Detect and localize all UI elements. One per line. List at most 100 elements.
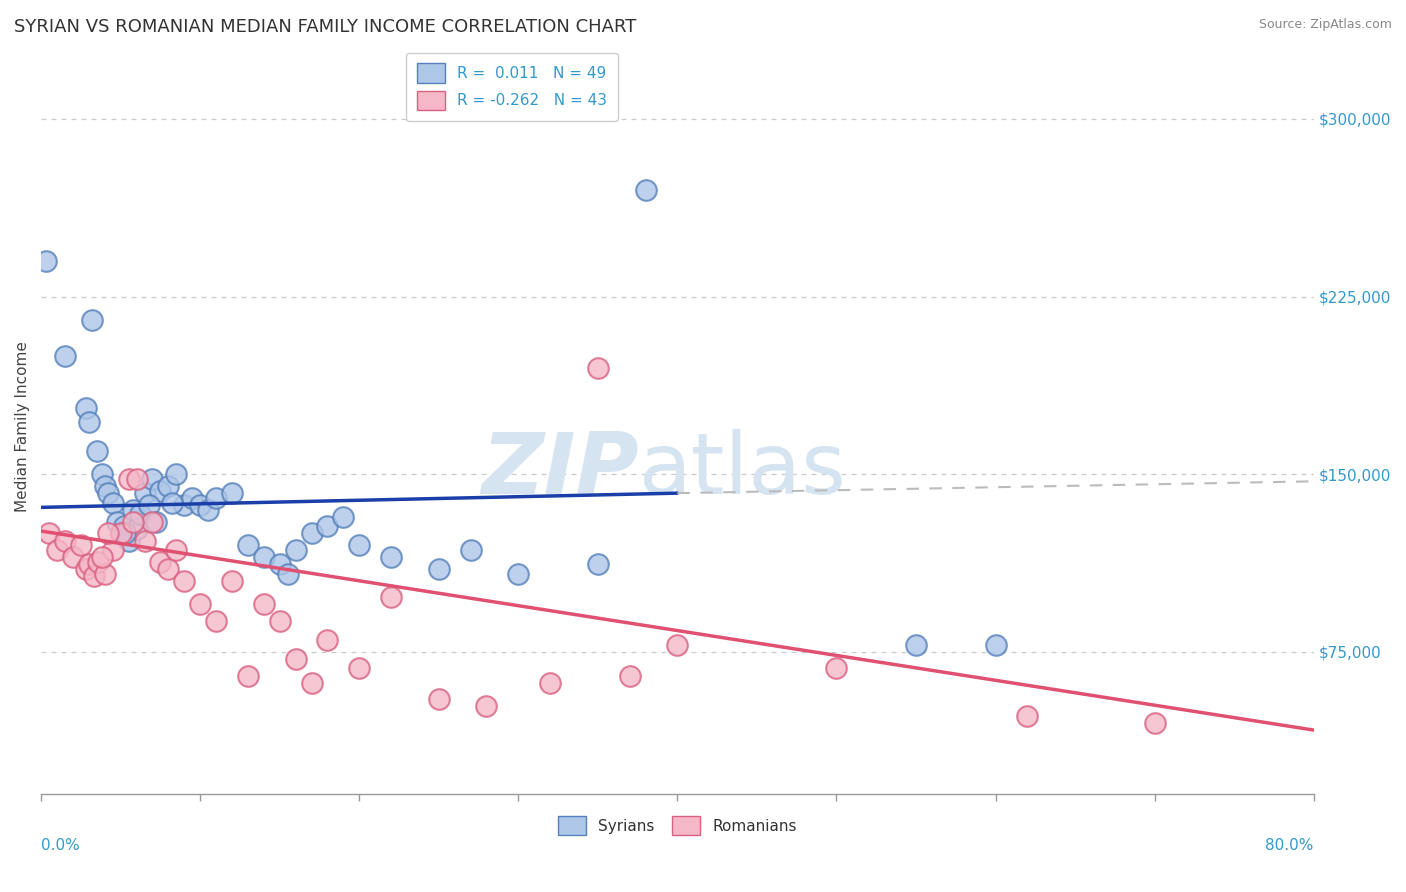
Point bbox=[508, 566, 530, 581]
Point bbox=[475, 699, 498, 714]
Point bbox=[83, 569, 105, 583]
Point bbox=[75, 401, 97, 415]
Point bbox=[110, 526, 132, 541]
Point bbox=[101, 495, 124, 509]
Point bbox=[269, 614, 291, 628]
Point bbox=[349, 661, 371, 675]
Text: Source: ZipAtlas.com: Source: ZipAtlas.com bbox=[1258, 18, 1392, 31]
Text: SYRIAN VS ROMANIAN MEDIAN FAMILY INCOME CORRELATION CHART: SYRIAN VS ROMANIAN MEDIAN FAMILY INCOME … bbox=[14, 18, 637, 36]
Point bbox=[984, 638, 1007, 652]
Point bbox=[93, 479, 115, 493]
Point bbox=[145, 515, 167, 529]
Point bbox=[53, 533, 76, 548]
Point bbox=[181, 491, 204, 505]
Point bbox=[149, 483, 172, 498]
Point bbox=[125, 472, 148, 486]
Point bbox=[666, 638, 689, 652]
Point bbox=[586, 558, 609, 572]
Point bbox=[205, 614, 228, 628]
Point bbox=[332, 509, 354, 524]
Point bbox=[157, 479, 180, 493]
Point bbox=[173, 574, 195, 588]
Text: 80.0%: 80.0% bbox=[1265, 838, 1313, 853]
Point bbox=[904, 638, 927, 652]
Point bbox=[87, 555, 110, 569]
Point bbox=[93, 566, 115, 581]
Point bbox=[205, 491, 228, 505]
Point bbox=[62, 550, 84, 565]
Point bbox=[301, 675, 323, 690]
Point bbox=[97, 486, 120, 500]
Point bbox=[97, 526, 120, 541]
Text: atlas: atlas bbox=[640, 429, 848, 512]
Point bbox=[70, 538, 93, 552]
Point bbox=[188, 598, 211, 612]
Point bbox=[316, 519, 339, 533]
Point bbox=[134, 486, 156, 500]
Point bbox=[253, 550, 276, 565]
Point bbox=[269, 558, 291, 572]
Point bbox=[619, 668, 641, 682]
Point bbox=[221, 486, 243, 500]
Point bbox=[80, 313, 103, 327]
Point bbox=[634, 183, 657, 197]
Point bbox=[77, 558, 100, 572]
Point bbox=[277, 566, 299, 581]
Text: 0.0%: 0.0% bbox=[41, 838, 80, 853]
Point bbox=[301, 526, 323, 541]
Point bbox=[380, 550, 402, 565]
Point bbox=[90, 550, 112, 565]
Point bbox=[157, 562, 180, 576]
Point bbox=[114, 526, 136, 541]
Point bbox=[825, 661, 848, 675]
Point bbox=[101, 543, 124, 558]
Point bbox=[284, 543, 307, 558]
Point bbox=[46, 543, 69, 558]
Point bbox=[117, 533, 139, 548]
Point bbox=[35, 254, 58, 268]
Point bbox=[125, 522, 148, 536]
Point bbox=[427, 692, 450, 706]
Point bbox=[188, 498, 211, 512]
Point bbox=[122, 502, 145, 516]
Point bbox=[141, 472, 163, 486]
Point bbox=[349, 538, 371, 552]
Point bbox=[86, 443, 108, 458]
Point bbox=[122, 515, 145, 529]
Point bbox=[165, 543, 187, 558]
Point bbox=[1143, 715, 1166, 730]
Point bbox=[586, 360, 609, 375]
Point bbox=[112, 519, 135, 533]
Point bbox=[236, 538, 259, 552]
Point bbox=[134, 533, 156, 548]
Point bbox=[149, 555, 172, 569]
Point bbox=[107, 515, 129, 529]
Point bbox=[90, 467, 112, 482]
Text: ZIP: ZIP bbox=[482, 429, 640, 512]
Point bbox=[197, 502, 219, 516]
Point bbox=[316, 633, 339, 648]
Point bbox=[284, 652, 307, 666]
Point bbox=[75, 562, 97, 576]
Point bbox=[221, 574, 243, 588]
Point bbox=[160, 495, 183, 509]
Point bbox=[1017, 709, 1039, 723]
Point bbox=[138, 498, 160, 512]
Legend: Syrians, Romanians: Syrians, Romanians bbox=[553, 810, 803, 841]
Point bbox=[427, 562, 450, 576]
Point bbox=[141, 515, 163, 529]
Point bbox=[173, 498, 195, 512]
Point bbox=[165, 467, 187, 482]
Y-axis label: Median Family Income: Median Family Income bbox=[15, 342, 30, 512]
Point bbox=[538, 675, 561, 690]
Point bbox=[53, 349, 76, 363]
Point bbox=[253, 598, 276, 612]
Point bbox=[460, 543, 482, 558]
Point bbox=[77, 415, 100, 429]
Point bbox=[236, 668, 259, 682]
Point bbox=[117, 472, 139, 486]
Point bbox=[380, 591, 402, 605]
Point bbox=[128, 508, 150, 522]
Point bbox=[38, 526, 60, 541]
Point bbox=[110, 526, 132, 541]
